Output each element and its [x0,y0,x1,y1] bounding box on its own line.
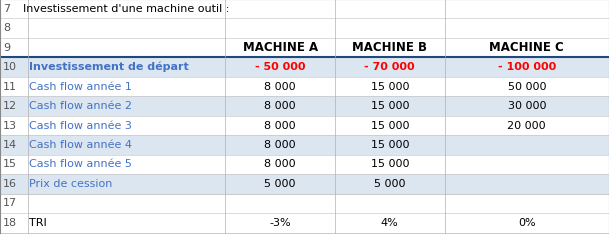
Text: MACHINE C: MACHINE C [490,41,564,54]
Bar [0,19,609,39]
Text: MACHINE B: MACHINE B [352,41,428,54]
Text: 8 000: 8 000 [264,159,296,169]
Text: 5 000: 5 000 [264,178,296,188]
Bar [0,174,609,194]
Text: 10: 10 [3,62,17,72]
Bar [0,39,609,58]
Text: 13: 13 [3,120,17,130]
Bar [0,116,609,136]
Text: - 100 000: - 100 000 [498,62,556,72]
Text: 8 000: 8 000 [264,139,296,149]
Text: 8 000: 8 000 [264,81,296,91]
Text: Cash flow année 5: Cash flow année 5 [29,159,132,169]
Bar [0,194,609,213]
Text: 50 000: 50 000 [507,81,546,91]
Text: 15 000: 15 000 [370,159,409,169]
Text: 15: 15 [3,159,17,169]
Text: Cash flow année 2: Cash flow année 2 [29,101,132,111]
Bar [0,233,609,252]
Text: 15 000: 15 000 [370,139,409,149]
Bar [0,213,609,233]
Text: Cash flow année 3: Cash flow année 3 [29,120,132,130]
Text: - 50 000: - 50 000 [255,62,305,72]
Text: 11: 11 [3,81,17,91]
Bar [0,58,609,78]
Text: 12: 12 [3,101,17,111]
Text: Prix de cession: Prix de cession [29,178,113,188]
Text: Investissement de départ: Investissement de départ [29,62,189,72]
Text: 20 000: 20 000 [507,120,546,130]
Bar [0,155,609,174]
Text: 15 000: 15 000 [370,120,409,130]
Text: 4%: 4% [381,217,399,227]
Text: 17: 17 [3,198,17,208]
Text: MACHINE A: MACHINE A [242,41,318,54]
Text: 14: 14 [3,139,17,149]
Text: - 70 000: - 70 000 [364,62,415,72]
Text: 5 000: 5 000 [374,178,406,188]
Text: 15 000: 15 000 [370,81,409,91]
Text: 18: 18 [3,217,17,227]
Text: TRI: TRI [29,217,47,227]
Bar [0,136,609,155]
Text: 0%: 0% [518,217,535,227]
Text: 8: 8 [3,23,10,33]
Text: 30 000: 30 000 [507,101,546,111]
Text: -3%: -3% [269,217,291,227]
Text: 7: 7 [3,4,10,14]
Bar [0,78,609,97]
Text: 15 000: 15 000 [370,101,409,111]
Text: Cash flow année 4: Cash flow année 4 [29,139,132,149]
Text: 16: 16 [3,178,17,188]
Bar [0,97,609,116]
Text: 9: 9 [3,43,10,52]
Bar [0,0,609,19]
Text: Cash flow année 1: Cash flow année 1 [29,81,132,91]
Text: Investissement d'une machine outil :: Investissement d'une machine outil : [23,4,230,14]
Text: 8 000: 8 000 [264,120,296,130]
Text: 8 000: 8 000 [264,101,296,111]
